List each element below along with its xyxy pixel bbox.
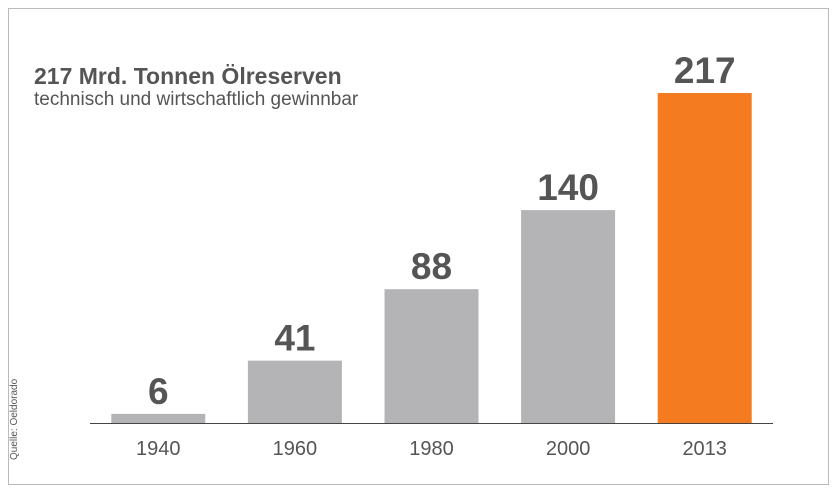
value-label: 41 <box>274 318 315 359</box>
x-tick-label: 1980 <box>409 438 454 460</box>
x-tick-label: 1960 <box>273 438 318 460</box>
frame <box>8 8 829 485</box>
bar <box>111 413 206 423</box>
x-tick-label: 1940 <box>136 438 181 460</box>
bar <box>384 289 479 423</box>
value-label: 88 <box>411 246 452 287</box>
x-tick-label: 2000 <box>546 438 591 460</box>
source: Quelle: Oeldorado <box>9 378 20 460</box>
chart-title: 217 Mrd. Tonnen Ölreserven <box>34 63 342 89</box>
bar <box>521 210 616 423</box>
chart-subtitle: technisch und wirtschaftlich gewinnbar <box>34 89 359 110</box>
value-label: 217 <box>674 50 736 91</box>
bar <box>657 93 752 423</box>
value-label: 140 <box>537 167 599 208</box>
bar <box>247 360 342 423</box>
value-label: 6 <box>148 371 169 412</box>
x-tick-label: 2013 <box>682 438 727 460</box>
